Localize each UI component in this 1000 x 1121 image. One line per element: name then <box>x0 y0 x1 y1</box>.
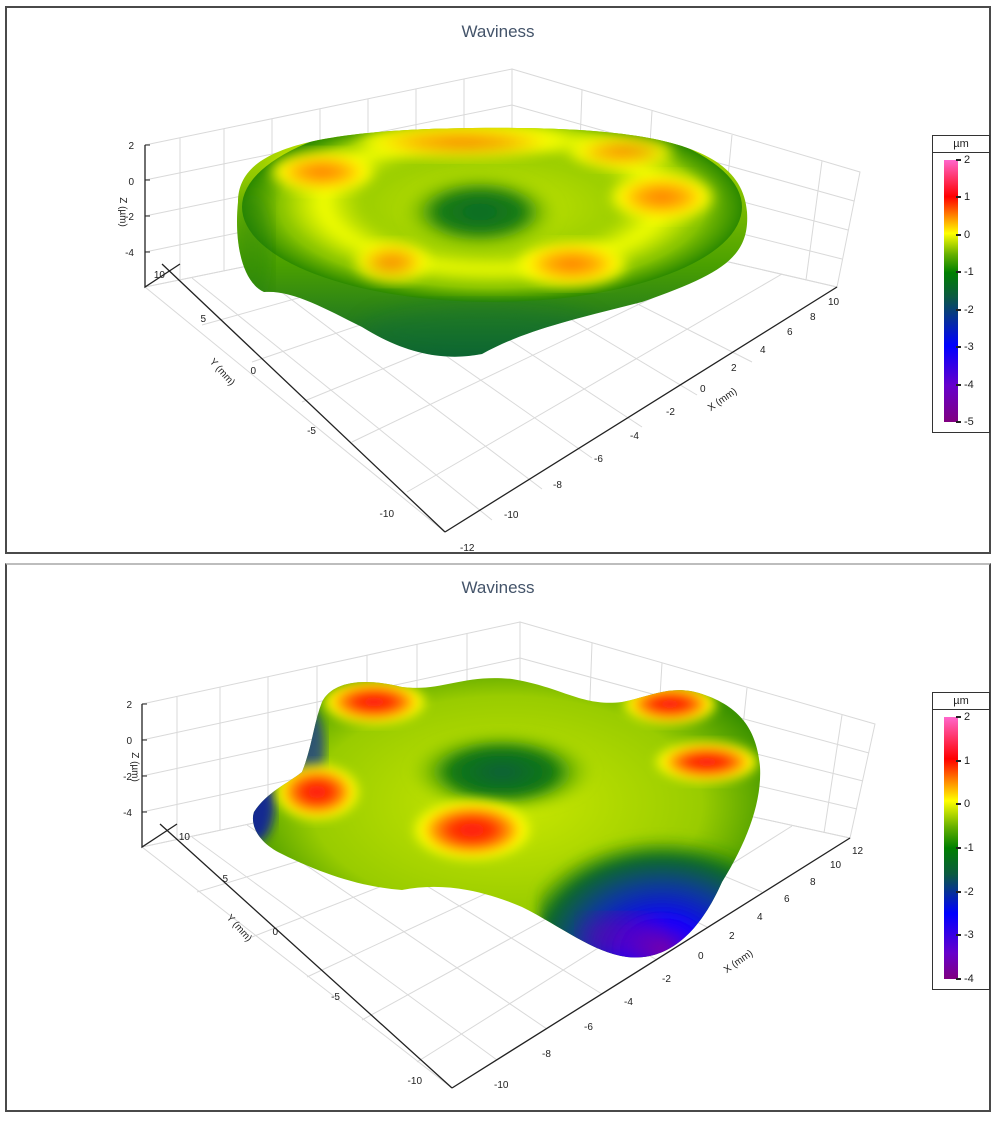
svg-text:-2: -2 <box>662 974 671 985</box>
svg-text:8: 8 <box>810 877 816 888</box>
colorbar-gradient <box>944 160 958 422</box>
svg-text:Z (µm): Z (µm) <box>117 197 128 227</box>
svg-text:-12: -12 <box>460 543 475 554</box>
svg-text:-8: -8 <box>553 480 562 491</box>
svg-text:4: 4 <box>760 345 766 356</box>
svg-text:X (mm): X (mm) <box>706 386 739 414</box>
svg-text:-5: -5 <box>307 426 316 437</box>
svg-text:Y (mm): Y (mm) <box>224 913 254 945</box>
svg-text:5: 5 <box>200 314 206 325</box>
svg-text:-2: -2 <box>123 772 132 783</box>
svg-text:-10: -10 <box>380 509 395 520</box>
waviness-surface-bottom <box>252 678 761 958</box>
svg-text:-8: -8 <box>542 1049 551 1060</box>
svg-text:0: 0 <box>126 736 132 747</box>
svg-text:-2: -2 <box>666 407 675 418</box>
svg-text:6: 6 <box>784 894 790 905</box>
z-axis: 2 0 -2 -4 Z (µm) <box>117 141 181 289</box>
svg-text:Y (mm): Y (mm) <box>207 357 237 389</box>
surface-plot-bottom[interactable]: 2 0 -2 -4 Z (µm) 10 5 0 -5 -10 Y (mm) -1… <box>7 565 993 1114</box>
chart-title: Waviness <box>461 22 535 41</box>
svg-text:-4: -4 <box>624 997 633 1008</box>
chart-panel-top: Waviness <box>5 6 991 554</box>
svg-text:-10: -10 <box>504 510 519 521</box>
svg-text:2: 2 <box>729 931 735 942</box>
svg-text:Z (µm): Z (µm) <box>129 752 140 782</box>
svg-text:-10: -10 <box>494 1080 509 1091</box>
svg-text:0: 0 <box>272 927 278 938</box>
svg-text:10: 10 <box>828 297 840 308</box>
chart-title: Waviness <box>461 578 535 597</box>
svg-text:-5: -5 <box>331 992 340 1003</box>
svg-text:10: 10 <box>154 270 166 281</box>
colorbar-gradient <box>944 717 958 979</box>
svg-text:2: 2 <box>128 141 134 152</box>
svg-text:-6: -6 <box>584 1022 593 1033</box>
svg-text:2: 2 <box>731 363 737 374</box>
surface-plot-top[interactable]: 2 0 -2 -4 Z (µm) 10 5 0 -5 -10 Y (mm) -1… <box>7 8 993 556</box>
waviness-surface-top <box>237 127 748 357</box>
svg-text:4: 4 <box>757 912 763 923</box>
svg-text:-4: -4 <box>630 431 639 442</box>
svg-text:0: 0 <box>698 951 704 962</box>
svg-text:-4: -4 <box>123 808 132 819</box>
colorbar-unit: µm <box>933 693 989 710</box>
colorbar-unit: µm <box>933 136 989 153</box>
svg-text:X (mm): X (mm) <box>722 948 755 976</box>
colorbar: µm 2 1 0 -1 -2 -3 -4 -5 <box>932 135 990 433</box>
svg-text:10: 10 <box>830 860 842 871</box>
svg-text:-4: -4 <box>125 248 134 259</box>
svg-text:2: 2 <box>126 700 132 711</box>
svg-text:5: 5 <box>222 874 228 885</box>
colorbar: µm 2 1 0 -1 -2 -3 -4 <box>932 692 990 990</box>
svg-text:8: 8 <box>810 312 816 323</box>
chart-panel-bottom: Waviness <box>5 563 991 1112</box>
svg-text:0: 0 <box>700 384 706 395</box>
svg-text:6: 6 <box>787 327 793 338</box>
svg-text:-10: -10 <box>408 1076 423 1087</box>
svg-text:10: 10 <box>179 832 191 843</box>
svg-text:0: 0 <box>250 366 256 377</box>
svg-text:-2: -2 <box>125 212 134 223</box>
svg-text:-6: -6 <box>594 454 603 465</box>
svg-text:12: 12 <box>852 846 864 857</box>
z-axis: 2 0 -2 -4 Z (µm) <box>123 700 178 849</box>
svg-text:0: 0 <box>128 177 134 188</box>
